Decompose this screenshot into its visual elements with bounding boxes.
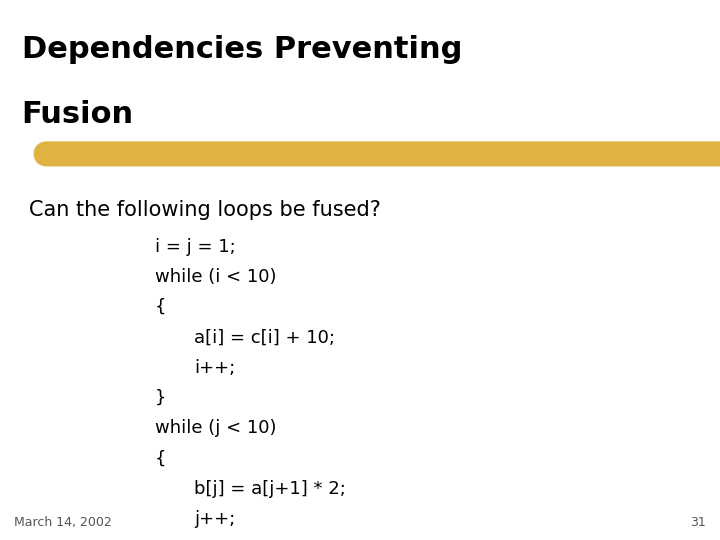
Text: i = j = 1;: i = j = 1; (155, 238, 235, 255)
Text: {: { (155, 449, 166, 467)
Text: a[i] = c[i] + 10;: a[i] = c[i] + 10; (194, 328, 336, 346)
Text: {: { (155, 298, 166, 316)
Text: while (i < 10): while (i < 10) (155, 268, 276, 286)
Text: }: } (155, 389, 166, 407)
Text: March 14, 2002: March 14, 2002 (14, 516, 112, 529)
Text: while (j < 10): while (j < 10) (155, 419, 276, 437)
Text: Dependencies Preventing: Dependencies Preventing (22, 35, 462, 64)
Text: Can the following loops be fused?: Can the following loops be fused? (29, 200, 381, 220)
Text: j++;: j++; (194, 510, 235, 528)
Text: i++;: i++; (194, 359, 235, 376)
Text: Fusion: Fusion (22, 100, 134, 129)
Text: b[j] = a[j+1] * 2;: b[j] = a[j+1] * 2; (194, 480, 346, 497)
Text: 31: 31 (690, 516, 706, 529)
